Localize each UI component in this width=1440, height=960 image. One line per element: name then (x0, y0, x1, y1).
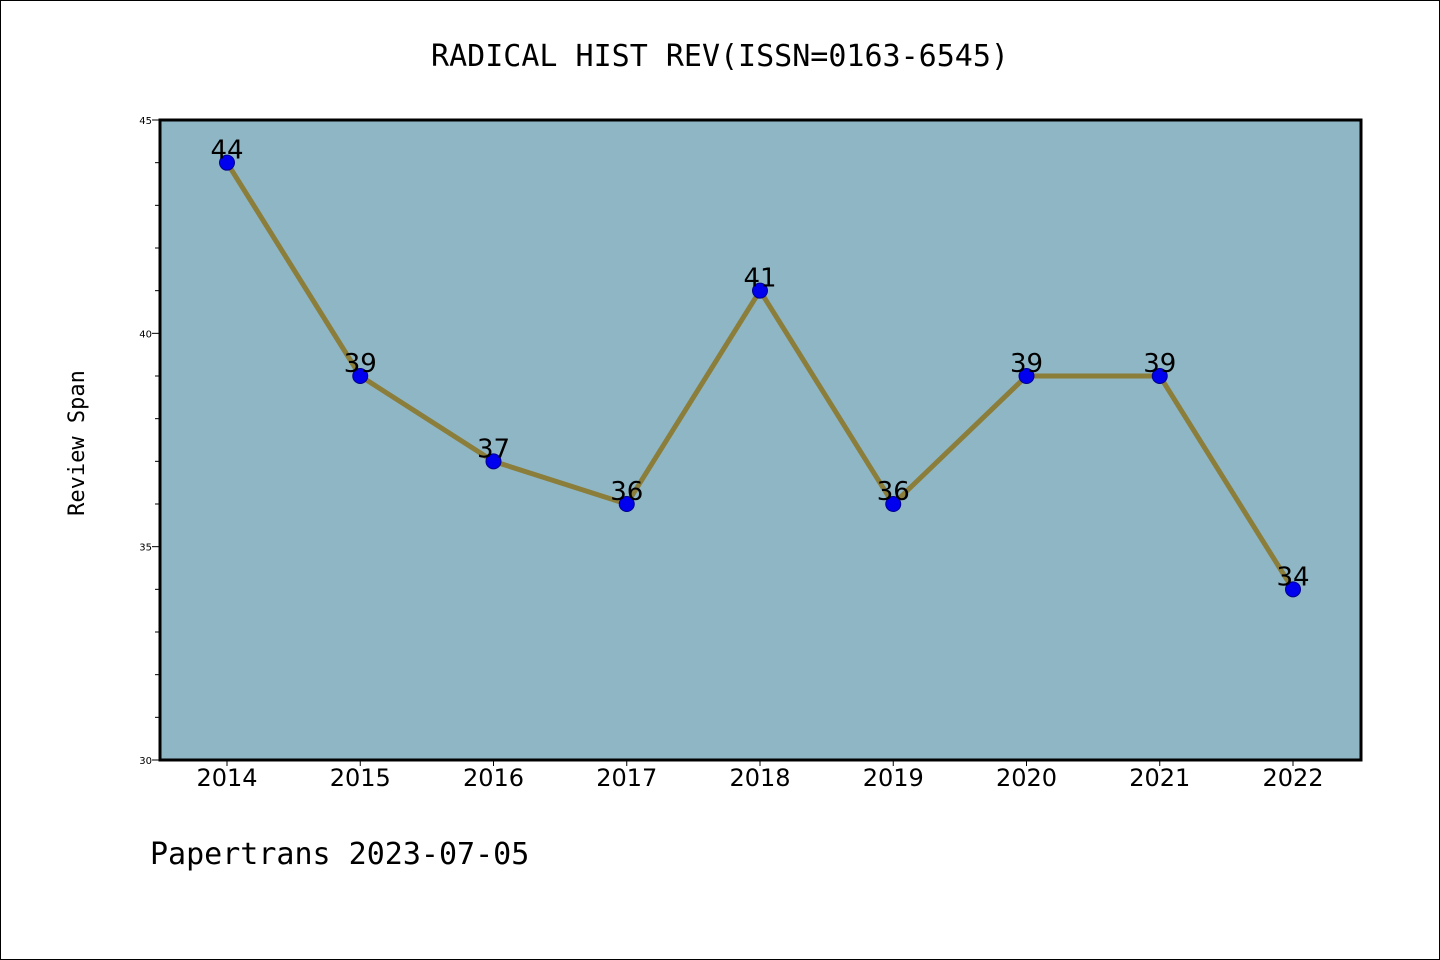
chart-title: RADICAL HIST REV(ISSN=0163-6545) (431, 39, 1009, 74)
data-label: 41 (743, 264, 776, 294)
data-labels-group: 44 39 37 36 41 36 39 39 34 (210, 136, 1309, 593)
y-tick-label: 30 (139, 756, 152, 767)
x-tick-label: 2019 (863, 764, 924, 792)
x-tick-label: 2015 (330, 764, 391, 792)
y-axis: 30 35 40 45 (139, 116, 160, 767)
x-tick-label: 2016 (463, 764, 524, 792)
data-point (1151, 368, 1168, 384)
data-point (752, 282, 768, 299)
x-axis: 2014 2015 2016 2017 2018 2019 2020 2021 2022 (196, 760, 1324, 792)
y-axis-label: Review Span (65, 370, 90, 516)
x-tick-label: 2021 (1129, 764, 1190, 792)
data-point (485, 453, 502, 470)
y-tick-label: 35 (139, 543, 152, 554)
x-tick-label: 2014 (196, 764, 257, 792)
y-tick-label: 45 (139, 116, 152, 127)
footer-text: Papertrans 2023-07-05 (150, 837, 529, 872)
x-tick-label: 2020 (996, 764, 1057, 792)
data-point (352, 368, 369, 384)
data-point (618, 496, 635, 512)
data-label: 39 (1143, 349, 1176, 379)
data-label: 36 (610, 477, 643, 507)
data-label: 36 (877, 477, 910, 507)
plot-area (158, 118, 1363, 762)
data-label: 39 (1010, 349, 1043, 379)
data-point (219, 154, 235, 171)
markers-group (219, 154, 1301, 598)
data-point (1285, 581, 1301, 598)
data-label: 44 (210, 136, 243, 166)
x-tick-label: 2017 (596, 764, 657, 792)
y-tick-label: 40 (139, 329, 152, 340)
data-label: 37 (477, 434, 510, 464)
data-label: 34 (1276, 562, 1309, 592)
data-point (885, 496, 902, 512)
x-tick-label: 2022 (1262, 764, 1323, 792)
data-point (1018, 368, 1035, 384)
data-label: 39 (344, 349, 377, 379)
x-tick-label: 2018 (729, 764, 790, 792)
